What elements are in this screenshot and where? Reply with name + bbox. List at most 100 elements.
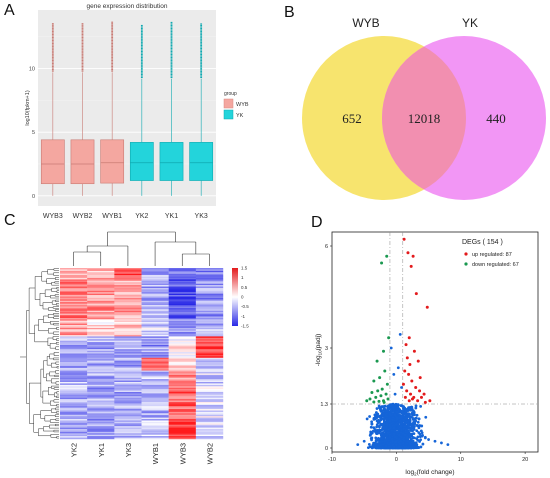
heatmap-cell (60, 305, 88, 307)
heatmap-cell (195, 316, 224, 319)
heatmap-cell (195, 303, 224, 306)
outlier-point (200, 49, 203, 51)
heatmap-cell (141, 430, 169, 433)
outlier-point (111, 24, 114, 26)
ns-point (415, 424, 419, 427)
outlier-point (140, 37, 143, 39)
outlier-point (81, 46, 84, 48)
up-regulated-point (407, 336, 411, 340)
up-regulated-point (428, 399, 432, 403)
heatmap-cell (195, 343, 224, 346)
outlier-point (140, 24, 143, 27)
up-regulated-point (403, 395, 407, 399)
heatmap-cell (60, 383, 88, 386)
heatmap-cell (87, 329, 115, 331)
outlier-point (81, 52, 84, 54)
heatmap-cell (195, 394, 224, 397)
heatmap-cell (60, 283, 88, 286)
heatmap-cell (168, 325, 197, 327)
heatmap-cell (195, 329, 224, 331)
heatmap-cell (141, 414, 169, 417)
heatmap-cell (60, 273, 88, 276)
heatmap-cell (168, 353, 197, 356)
ns-point (414, 419, 418, 423)
heatmap-cell (60, 409, 88, 411)
ns-point (399, 435, 403, 439)
down-regulated-point (379, 394, 383, 398)
ns-point (366, 446, 370, 450)
heatmap-cell (195, 403, 224, 405)
heatmap-cell (168, 379, 197, 381)
outlier-point (200, 76, 203, 79)
heatmap-cell (168, 354, 197, 357)
heatmap-cell (60, 364, 88, 367)
heatmap-cell (141, 424, 169, 427)
outlier-point (140, 38, 143, 40)
heatmap-cell (87, 393, 115, 396)
heatmap-cell (195, 282, 224, 284)
outlier-point (111, 27, 114, 29)
box (189, 142, 214, 181)
ns-point (369, 433, 373, 436)
heatmap-cell (168, 436, 197, 438)
heatmap-cell (195, 347, 224, 350)
outlier-point (51, 39, 54, 42)
outlier-point (200, 72, 203, 74)
heatmap-cell (60, 387, 88, 390)
heatmap-cell (141, 433, 169, 435)
outlier-point (200, 55, 203, 57)
box (159, 142, 184, 181)
heatmap-cell (195, 410, 224, 413)
heatmap-cell (114, 377, 142, 380)
heatmap-cell (141, 344, 169, 347)
heatmap-cell (168, 336, 197, 339)
ns-point (433, 439, 437, 443)
heatmap-cell (60, 303, 88, 306)
ns-point (396, 406, 399, 409)
heatmap-cell (87, 400, 115, 403)
outlier-point (170, 60, 173, 62)
up-regulated-point (408, 362, 412, 366)
heatmap-cell (87, 269, 115, 272)
ns-point (407, 412, 411, 416)
heatmap-cell (195, 363, 224, 366)
outlier-point (140, 26, 143, 28)
heatmap-cell (195, 297, 224, 300)
heatmap-cell (141, 419, 169, 421)
heatmap-cell (114, 299, 142, 301)
up-regulated-point (414, 292, 418, 296)
heatmap-cell (195, 417, 224, 420)
ns-point (394, 422, 398, 426)
heatmap-cell (168, 404, 197, 407)
heatmap-cell (195, 396, 224, 398)
heatmap-cell (141, 360, 169, 363)
ns-point (379, 423, 382, 427)
heatmap-cell (60, 414, 88, 417)
ns-point (381, 446, 384, 450)
heatmap-cell (87, 383, 115, 386)
heatmap-cell (168, 372, 197, 374)
outlier-point (140, 53, 143, 56)
heatmap-cell (87, 374, 115, 377)
outlier-point (140, 61, 143, 63)
heatmap-cells (60, 268, 224, 440)
heatmap-cell (60, 437, 88, 440)
ns-point (414, 416, 418, 420)
outlier-point (200, 27, 203, 30)
heatmap-cell (141, 372, 169, 374)
heatmap-cell (87, 272, 115, 274)
x-axis-label: log2(fold change) (405, 469, 454, 477)
heatmap-cell (87, 275, 115, 277)
heatmap-cell (60, 366, 88, 368)
outlier-point (200, 47, 203, 50)
ns-point (417, 417, 421, 421)
ns-point (388, 412, 392, 416)
heatmap-cell (195, 409, 224, 411)
up-regulated-point (416, 359, 420, 363)
heatmap-cell (141, 272, 169, 274)
heatmap-cell (195, 384, 224, 387)
heatmap-cell (60, 299, 88, 301)
heatmap-cell (87, 353, 115, 356)
x-tick-label: YK2 (135, 213, 148, 220)
heatmap-cell (60, 332, 88, 334)
